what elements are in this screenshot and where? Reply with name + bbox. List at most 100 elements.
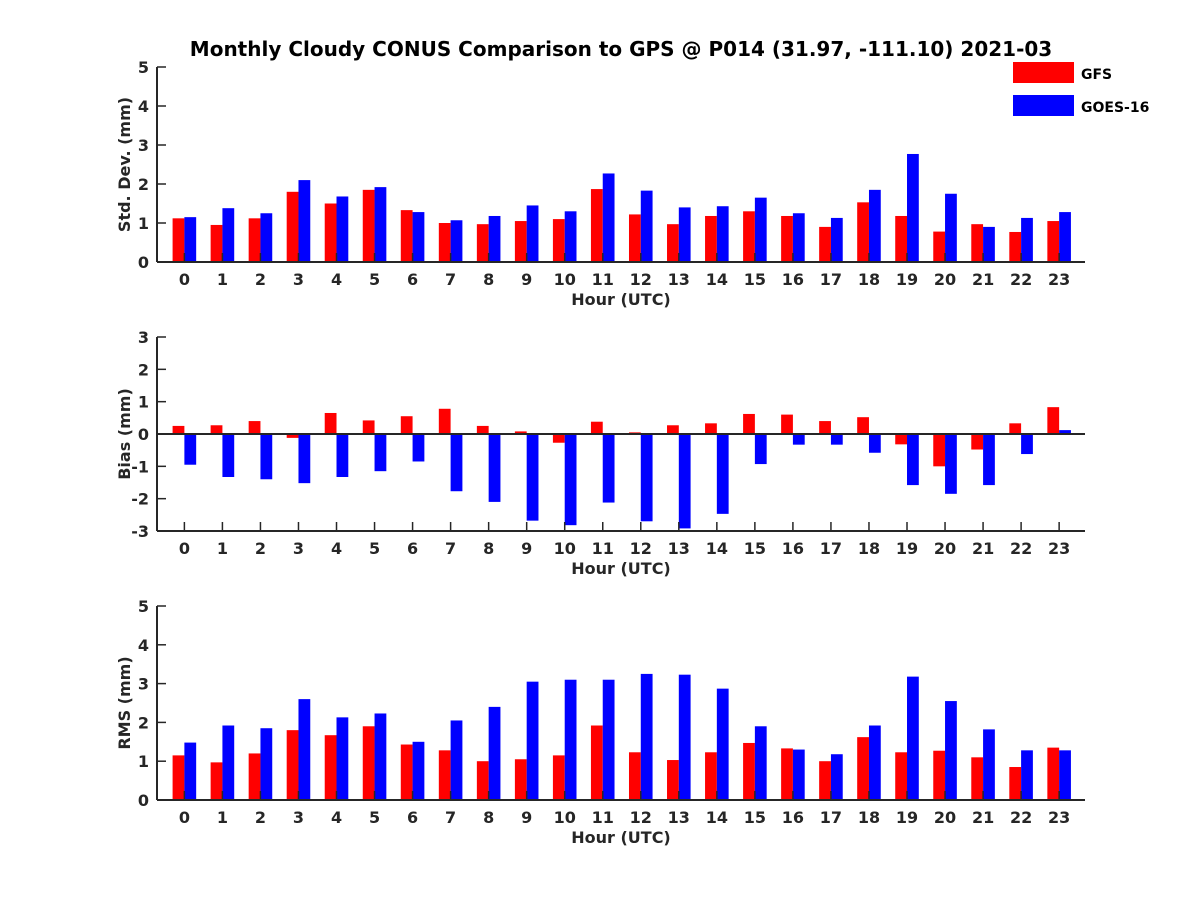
bar-goes-16-hour-22	[1021, 434, 1033, 455]
bar-gfs-hour-12	[628, 752, 641, 800]
bar-gfs-hour-7	[438, 750, 451, 800]
bar-gfs-hour-3	[286, 191, 299, 262]
bar-goes-16-hour-19	[907, 676, 919, 800]
x-tick-label: 9	[521, 270, 532, 289]
bar-gfs-hour-16	[781, 414, 793, 434]
bar-gfs-hour-1	[210, 425, 223, 434]
bar-gfs-hour-5	[362, 726, 375, 800]
legend: GFS GOES-16	[1013, 62, 1149, 116]
x-tick-label: 13	[668, 270, 690, 289]
x-tick-label: 2	[255, 270, 266, 289]
bar-gfs-hour-0	[172, 755, 185, 800]
y-tick-label: 1	[138, 752, 149, 771]
x-tick-label: 2	[255, 808, 266, 827]
bar-gfs-hour-8	[476, 761, 489, 800]
y-tick-label: 0	[138, 791, 149, 810]
bar-gfs-hour-3	[286, 434, 299, 438]
x-tick-label: 22	[1010, 270, 1032, 289]
bar-gfs-hour-14	[705, 423, 717, 434]
bar-goes-16-hour-3	[298, 180, 311, 262]
bar-goes-16-hour-7	[450, 434, 463, 492]
x-tick-label: 11	[592, 808, 614, 827]
bar-gfs-hour-11	[590, 421, 603, 434]
x-tick-label: 10	[554, 270, 576, 289]
bar-goes-16-hour-8	[488, 434, 501, 502]
x-tick-label: 17	[820, 539, 842, 558]
bar-gfs-hour-21	[971, 224, 984, 262]
x-tick-label: 19	[896, 808, 918, 827]
x-tick-label: 19	[896, 539, 918, 558]
y-tick-label: -1	[131, 457, 149, 476]
bar-gfs-hour-13	[667, 425, 679, 434]
y-tick-label: 3	[138, 675, 149, 694]
bar-goes-16-hour-2	[260, 728, 273, 800]
x-tick-label: 17	[820, 270, 842, 289]
bar-gfs-hour-6	[400, 416, 413, 434]
bar-gfs-hour-20	[933, 434, 946, 467]
y-axis-title: Bias (mm)	[115, 388, 134, 480]
bar-gfs-hour-4	[324, 735, 337, 800]
x-tick-label: 3	[293, 270, 304, 289]
bar-goes-16-hour-6	[412, 212, 425, 262]
x-axis-title: Hour (UTC)	[571, 290, 671, 309]
x-tick-label: 12	[630, 539, 652, 558]
bar-goes-16-hour-3	[298, 434, 311, 484]
bar-gfs-hour-9	[514, 759, 527, 800]
bar-goes-16-hour-1	[222, 434, 235, 477]
bar-gfs-hour-15	[743, 742, 755, 800]
bar-gfs-hour-15	[743, 413, 755, 434]
bar-goes-16-hour-16	[792, 434, 805, 445]
x-tick-label: 1	[217, 539, 228, 558]
x-tick-label: 16	[782, 539, 804, 558]
x-tick-label: 2	[255, 539, 266, 558]
bar-gfs-hour-15	[743, 211, 755, 262]
legend-label-goes16: GOES-16	[1081, 100, 1149, 116]
x-tick-label: 9	[521, 539, 532, 558]
bar-goes-16-hour-12	[640, 190, 653, 262]
bar-goes-16-hour-19	[907, 434, 919, 486]
x-tick-label: 21	[972, 808, 994, 827]
x-tick-label: 13	[668, 808, 690, 827]
x-tick-label: 4	[331, 270, 342, 289]
y-tick-label: 4	[138, 636, 149, 655]
bar-gfs-hour-20	[933, 750, 946, 800]
bar-gfs-hour-16	[781, 748, 793, 800]
bar-goes-16-hour-2	[260, 213, 273, 262]
bar-goes-16-hour-17	[830, 217, 843, 262]
x-tick-label: 23	[1048, 808, 1070, 827]
bar-goes-16-hour-13	[678, 207, 691, 262]
x-tick-label: 18	[858, 270, 880, 289]
bar-gfs-hour-3	[286, 730, 299, 800]
x-tick-label: 18	[858, 539, 880, 558]
bar-gfs-hour-1	[210, 224, 223, 262]
x-tick-label: 22	[1010, 808, 1032, 827]
bar-goes-16-hour-11	[602, 173, 615, 262]
bar-gfs-hour-10	[552, 755, 565, 800]
y-axis-title: Std. Dev. (mm)	[115, 97, 134, 232]
bar-gfs-hour-22	[1009, 767, 1022, 800]
bar-goes-16-hour-22	[1021, 217, 1033, 262]
y-tick-label: 1	[138, 214, 149, 233]
bar-goes-16-hour-8	[488, 706, 501, 800]
y-tick-label: 2	[138, 175, 149, 194]
legend-swatch-goes16	[1013, 95, 1074, 116]
y-tick-label: 5	[138, 597, 149, 616]
bar-goes-16-hour-22	[1021, 750, 1033, 800]
x-tick-label: 12	[630, 270, 652, 289]
bar-goes-16-hour-23	[1059, 430, 1071, 434]
bar-gfs-hour-17	[819, 226, 831, 262]
x-tick-label: 14	[706, 270, 728, 289]
bar-goes-16-hour-1	[222, 725, 235, 800]
bar-goes-16-hour-9	[526, 434, 539, 521]
bar-goes-16-hour-6	[412, 434, 425, 462]
x-tick-label: 6	[407, 539, 418, 558]
bar-goes-16-hour-5	[374, 713, 387, 800]
bar-goes-16-hour-14	[716, 688, 729, 800]
x-tick-label: 23	[1048, 539, 1070, 558]
bar-goes-16-hour-18	[868, 189, 881, 262]
bar-goes-16-hour-23	[1059, 750, 1071, 800]
x-tick-label: 22	[1010, 539, 1032, 558]
